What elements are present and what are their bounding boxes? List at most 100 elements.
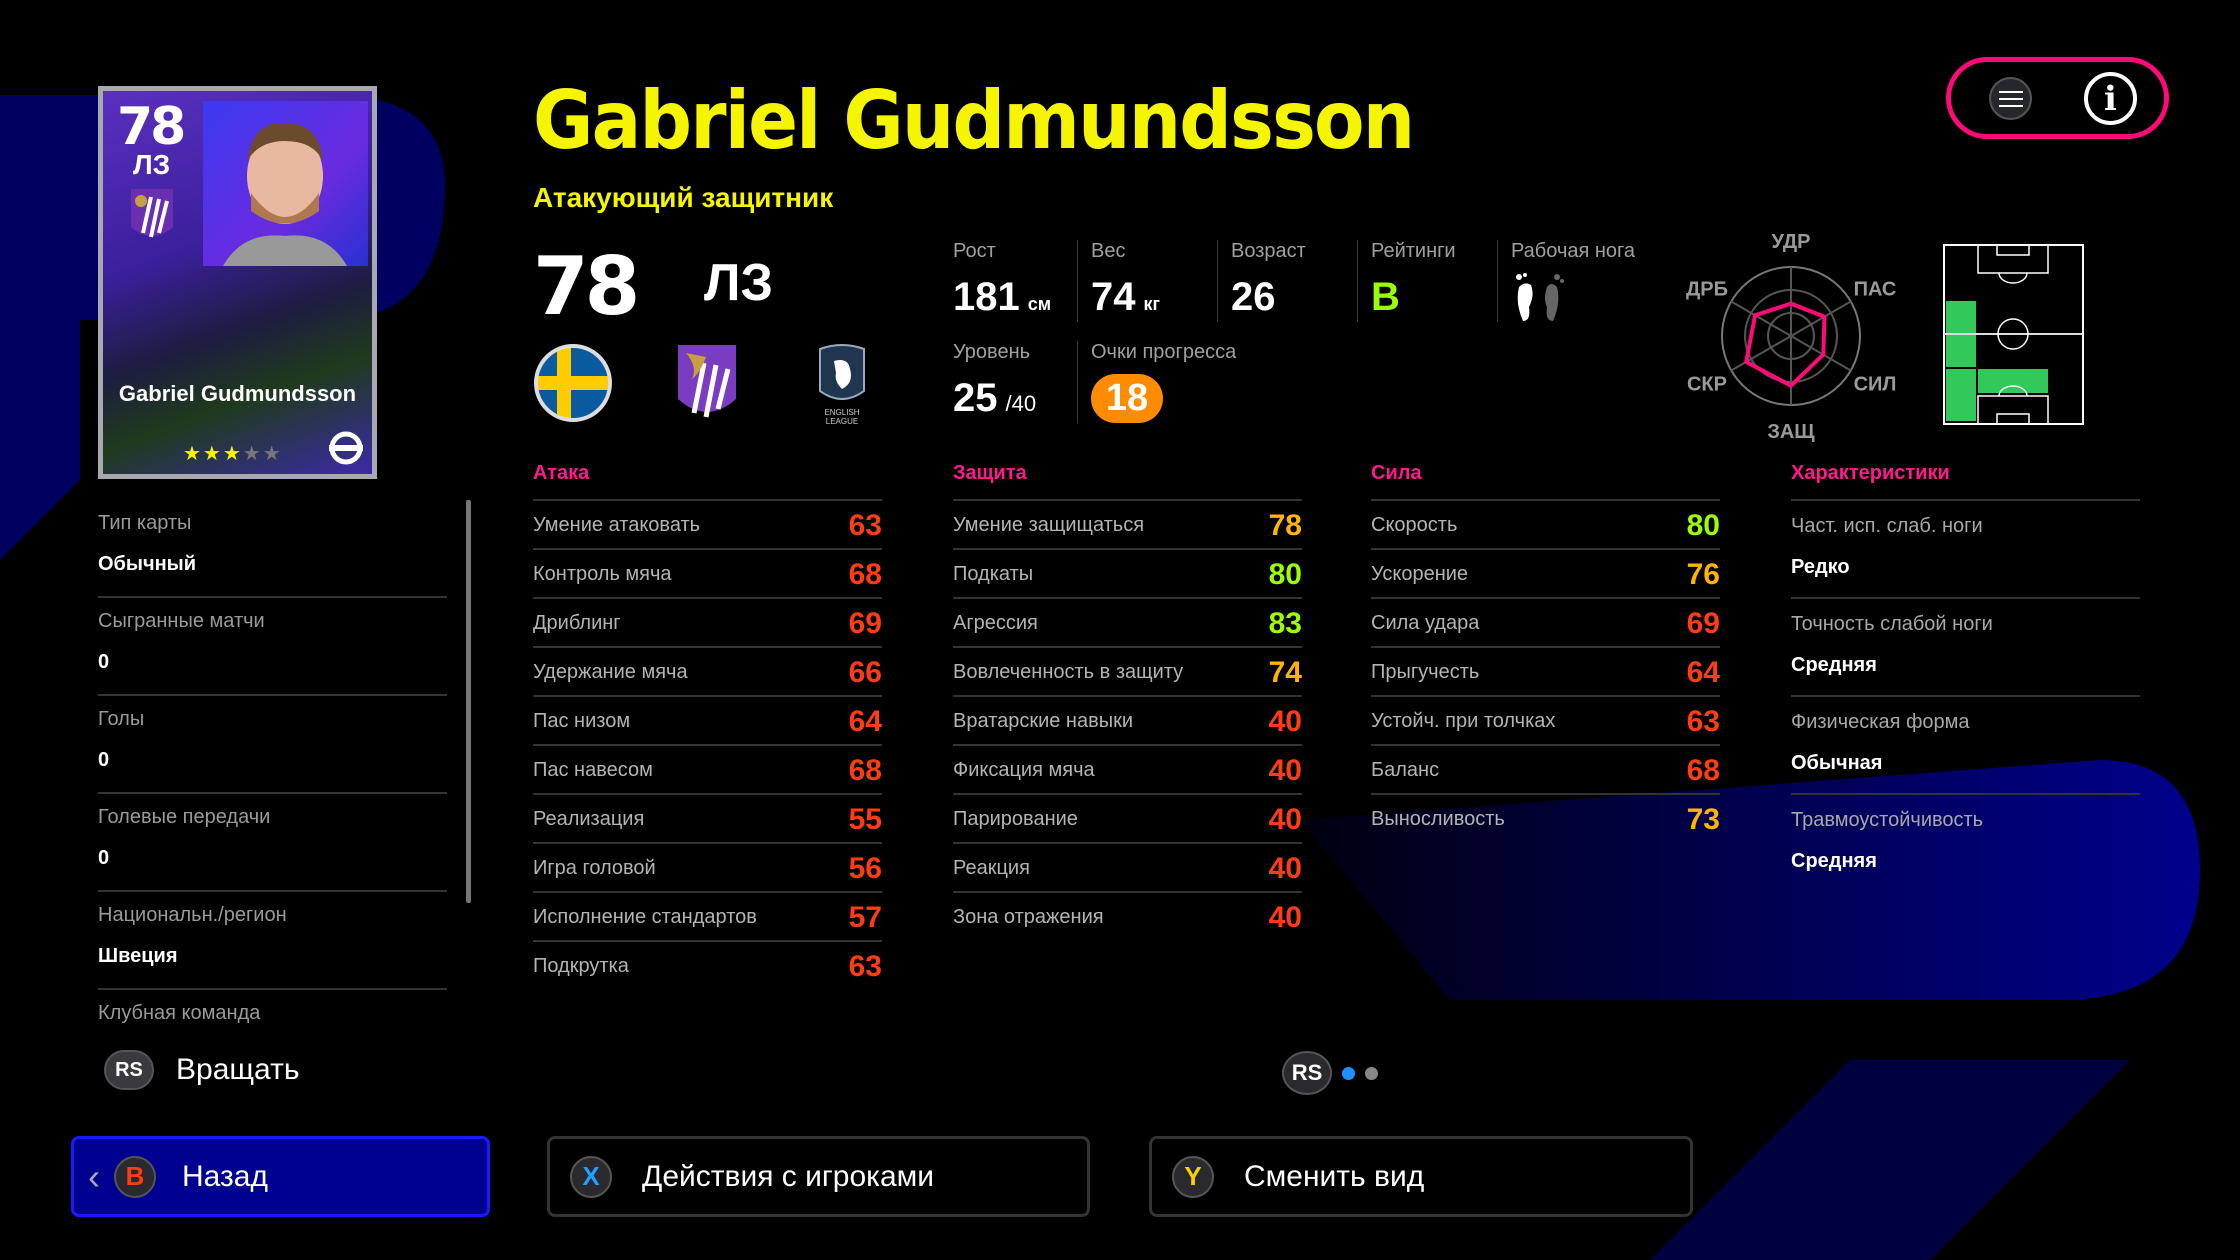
characteristic-value: Средняя [1791, 850, 1877, 872]
rating-label: Рейтинги [1371, 240, 1456, 262]
stat-row: Зона отражения 40 [953, 891, 1302, 940]
stat-label: Зона отражения [953, 906, 1104, 928]
stat-row: Умение защищаться 78 [953, 499, 1302, 548]
progress-label: Очки прогресса [1091, 341, 1237, 363]
stat-row: Реализация 55 [533, 793, 882, 842]
stat-row: Ускорение 76 [1371, 548, 1720, 597]
radar-shape [1744, 301, 1827, 388]
stat-value: 78 [1268, 508, 1302, 542]
page-dot[interactable] [1365, 1066, 1378, 1080]
card-name: Gabriel Gudmundsson [118, 381, 357, 406]
rs-stick-icon: RS [104, 1050, 154, 1090]
foot-label: Рабочая нога [1511, 240, 1636, 262]
age-label: Возраст [1231, 240, 1306, 262]
height-value: 181 [953, 275, 1020, 319]
stats-column-2: Сила Скорость 80 Ускорение 76 Сила удара 69 Пры… [1371, 462, 1720, 842]
position-pitch-map [1943, 244, 2084, 425]
rotate-hint: RS Вращать [104, 1050, 299, 1090]
characteristic-row: Точность слабой ноги Средняя [1791, 597, 2140, 695]
stat-label: Сила удара [1371, 612, 1480, 634]
club-badge-icon [131, 189, 173, 238]
back-button[interactable]: ‹ B Назад [71, 1136, 490, 1217]
stat-label: Выносливость [1371, 808, 1505, 830]
pitch-zone-left-back [1946, 369, 1976, 421]
characteristic-label: Травмоустойчивость [1791, 809, 1984, 831]
info-row: Клубная команда [98, 990, 447, 1088]
b-button-icon: B [114, 1155, 156, 1198]
stat-row: Исполнение стандартов 57 [533, 891, 882, 940]
stat-label: Подкрутка [533, 955, 629, 977]
stat-value: 40 [1268, 704, 1302, 738]
characteristic-label: Част. исп. слаб. ноги [1791, 515, 1983, 537]
stat-value: 69 [1686, 606, 1720, 640]
stat-value: 55 [848, 802, 882, 836]
stat-label: Скорость [1371, 514, 1458, 536]
stat-label: Фиксация мяча [953, 759, 1095, 781]
menu-icon [1998, 90, 2023, 93]
stat-label: Вовлеченность в защиту [953, 661, 1184, 683]
info-value: 0 [98, 749, 110, 771]
level-max: /40 [1005, 391, 1037, 416]
stat-value: 57 [848, 900, 882, 934]
card-overall: 78 [117, 97, 186, 157]
weight-label: Вес [1091, 240, 1126, 262]
menu-button[interactable] [1989, 77, 2032, 120]
characteristic-row: Физическая форма Обычная [1791, 695, 2140, 793]
page-indicator[interactable]: RS [1282, 1051, 1378, 1095]
stat-value: 68 [848, 557, 882, 591]
info-value: Обычный [98, 553, 197, 575]
player-name-title: Gabriel Gudmundsson [533, 74, 1415, 167]
stat-label: Прыгучесть [1371, 661, 1480, 683]
stat-row: Скорость 80 [1371, 499, 1720, 548]
rs-stick-icon: RS [1282, 1051, 1332, 1095]
stat-value: 68 [1686, 753, 1720, 787]
svg-text:ENGLISH: ENGLISH [824, 408, 859, 417]
player-info-list[interactable]: Тип карты Обычный Сыгранные матчи 0 Голы 0 Гол… [98, 500, 447, 1088]
stat-value: 63 [1686, 704, 1720, 738]
stat-label: Подкаты [953, 563, 1034, 585]
stat-row: Пас низом 64 [533, 695, 882, 744]
divider [1077, 341, 1078, 423]
stat-value: 73 [1686, 802, 1720, 836]
stat-row: Игра головой 56 [533, 842, 882, 891]
age-value: 26 [1231, 275, 1276, 319]
stat-value: 40 [1268, 802, 1302, 836]
sweden-flag-icon [534, 344, 612, 422]
stat-label: Умение защищаться [953, 514, 1145, 536]
stat-value: 56 [848, 851, 882, 885]
stat-value: 63 [848, 508, 882, 542]
info-value: 0 [98, 847, 110, 869]
progress-points-badge: 18 [1091, 374, 1163, 423]
characteristic-label: Точность слабой ноги [1791, 613, 1993, 635]
radar-label: ЗАЩ [1767, 421, 1815, 443]
chevron-left-icon: ‹ [88, 1155, 100, 1197]
stat-row: Удержание мяча 66 [533, 646, 882, 695]
stats-column-1: Защита Умение защищаться 78 Подкаты 80 Агресс… [953, 462, 1302, 940]
stats-column-0: Атака Умение атаковать 63 Контроль мяча 68 Др… [533, 462, 882, 989]
position-full: Атакующий защитник [533, 182, 834, 213]
stat-row: Умение атаковать 63 [533, 499, 882, 548]
stats-column-title: Сила [1371, 462, 1422, 484]
change-view-button[interactable]: Y Сменить вид [1149, 1136, 1693, 1217]
stat-row: Агрессия 83 [953, 597, 1302, 646]
characteristic-value: Редко [1791, 556, 1850, 578]
page-dot-active[interactable] [1342, 1066, 1355, 1080]
pitch-zone-center-back [1978, 369, 2048, 393]
stat-value: 83 [1268, 606, 1302, 640]
player-actions-button[interactable]: X Действия с игроками [547, 1136, 1090, 1217]
stat-label: Ускорение [1371, 563, 1469, 585]
radar-label: ПАС [1854, 279, 1897, 301]
level-value: 25 [953, 376, 998, 420]
info-label: Сыгранные матчи [98, 610, 265, 632]
stat-row: Пас навесом 68 [533, 744, 882, 793]
stat-row: Парирование 40 [953, 793, 1302, 842]
stats-column-title: Атака [533, 462, 590, 484]
scrollbar[interactable] [466, 500, 471, 903]
stat-row: Прыгучесть 64 [1371, 646, 1720, 695]
info-icon[interactable]: i [2084, 72, 2137, 125]
x-button-icon: X [570, 1155, 612, 1198]
position-short: ЛЗ [704, 254, 774, 312]
stat-label: Дриблинг [533, 612, 621, 634]
stat-value: 69 [848, 606, 882, 640]
